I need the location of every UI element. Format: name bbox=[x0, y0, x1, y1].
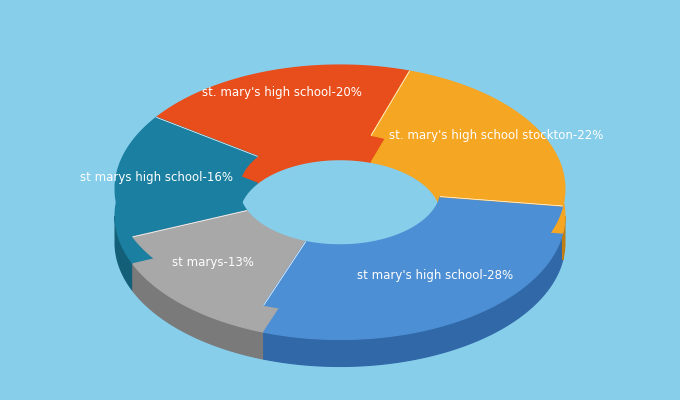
Polygon shape bbox=[156, 92, 409, 183]
Text: st. mary's high school stockton-22%: st. mary's high school stockton-22% bbox=[389, 129, 604, 142]
Text: st. mary's high school-20%: st. mary's high school-20% bbox=[202, 86, 362, 99]
Text: st mary's high school-28%: st mary's high school-28% bbox=[357, 269, 513, 282]
Polygon shape bbox=[371, 71, 565, 206]
Text: st marys-13%: st marys-13% bbox=[172, 256, 254, 269]
Text: st marys high school-16%: st marys high school-16% bbox=[80, 171, 233, 184]
Polygon shape bbox=[115, 144, 258, 264]
Polygon shape bbox=[156, 65, 409, 156]
Polygon shape bbox=[115, 216, 133, 291]
Polygon shape bbox=[115, 117, 258, 237]
Polygon shape bbox=[133, 238, 306, 332]
Polygon shape bbox=[562, 216, 565, 260]
Polygon shape bbox=[264, 196, 562, 312]
Polygon shape bbox=[264, 224, 562, 339]
Polygon shape bbox=[371, 98, 565, 233]
Polygon shape bbox=[133, 211, 306, 305]
Polygon shape bbox=[133, 264, 264, 359]
Polygon shape bbox=[264, 233, 562, 366]
